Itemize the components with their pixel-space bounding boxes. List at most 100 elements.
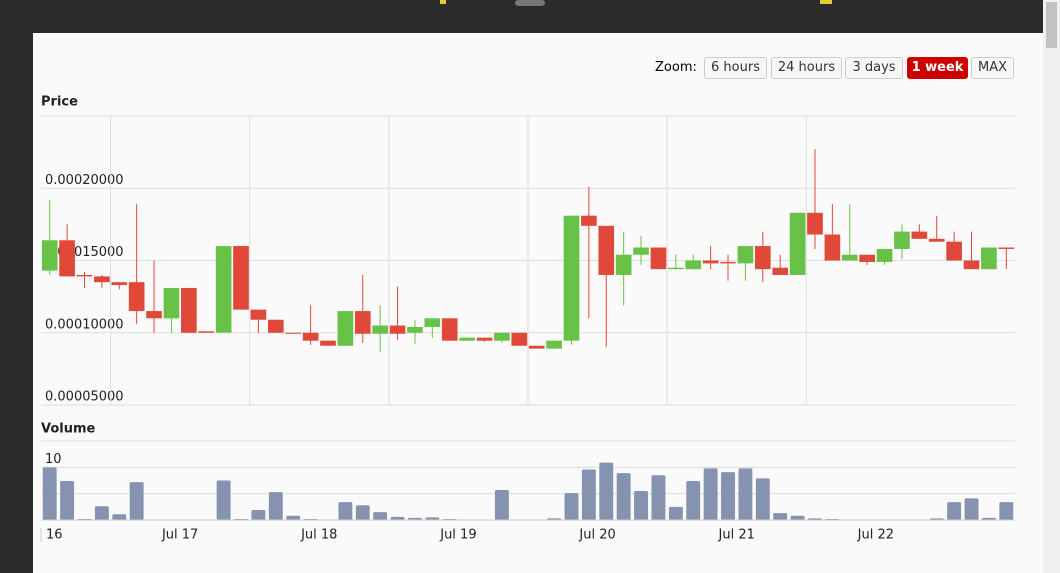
chart-panel	[33, 33, 1043, 573]
candle-body	[476, 337, 493, 341]
volume-bar	[564, 493, 579, 520]
candle-body	[76, 274, 93, 277]
volume-bar	[425, 517, 440, 520]
candle-body	[963, 260, 980, 270]
candle-body	[215, 246, 232, 333]
volume-bar	[616, 473, 631, 520]
candle-body	[354, 311, 371, 334]
zoom-button[interactable]: MAX	[971, 57, 1014, 79]
volume-bar	[651, 475, 666, 520]
candle-body	[894, 231, 910, 249]
candle-body	[337, 311, 354, 346]
volume-bar	[790, 515, 805, 520]
candle-body	[407, 326, 423, 333]
candle-body	[737, 246, 754, 264]
x-tick-label: Jul 20	[578, 528, 615, 543]
candle-body	[511, 332, 528, 346]
candle-body	[911, 231, 928, 239]
candle-body	[598, 225, 615, 275]
candle-body	[94, 276, 110, 283]
zoom-button[interactable]: 24 hours	[771, 57, 842, 79]
volume-bar	[634, 491, 649, 520]
volume-bar	[216, 480, 231, 520]
x-tick-label: 16	[46, 528, 63, 543]
candle-body	[824, 234, 841, 261]
volume-bar	[390, 516, 405, 520]
volume-bar	[286, 515, 301, 520]
candle-body	[285, 332, 302, 334]
x-tick-label: Jul 17	[161, 528, 198, 543]
candle-body	[528, 345, 545, 349]
candle-body	[146, 311, 162, 319]
price-title: Price	[41, 95, 78, 110]
x-tick-label: Jul 21	[718, 528, 755, 543]
volume-bar	[373, 512, 388, 520]
volume-bar	[755, 478, 770, 520]
x-tick-label: Jul 22	[857, 528, 894, 543]
top-decoration	[820, 0, 832, 4]
candle-body	[59, 240, 75, 277]
x-tick-label: Jul 18	[300, 528, 337, 543]
zoom-button[interactable]: 1 week	[907, 57, 968, 79]
volume-bar	[668, 506, 683, 520]
candle-body	[111, 282, 128, 286]
candle-body	[633, 247, 649, 255]
candle-body	[772, 267, 789, 275]
top-decoration	[440, 0, 446, 4]
volume-bar	[407, 517, 422, 520]
candle-body	[998, 247, 1015, 249]
y-tick-label: 0.00020000	[45, 173, 124, 188]
candle-body	[754, 246, 771, 270]
candle-body	[946, 241, 962, 261]
candle-body	[650, 247, 667, 270]
zoom-label: Zoom:	[655, 60, 697, 75]
candle-body	[441, 318, 458, 341]
volume-title: Volume	[41, 422, 96, 437]
candle-body	[789, 212, 806, 275]
candle-body	[581, 215, 597, 226]
volume-bar	[112, 514, 127, 520]
zoom-button[interactable]: 3 days	[845, 57, 903, 79]
scrollbar[interactable]	[1043, 0, 1060, 573]
volume-bar	[129, 482, 144, 520]
candle-body	[859, 254, 875, 262]
zoom-button[interactable]: 6 hours	[704, 57, 767, 79]
candle-body	[181, 287, 197, 333]
candle-body	[494, 332, 510, 341]
volume-bar	[338, 502, 353, 520]
y-tick-label: 0.00005000	[45, 390, 124, 405]
candle-body	[198, 331, 215, 333]
volume-bar	[686, 481, 701, 520]
volume-bar	[251, 509, 266, 520]
y-tick-label: 10	[45, 452, 62, 467]
candle-body	[459, 337, 475, 341]
volume-bar	[599, 462, 614, 520]
volume-bar	[738, 468, 753, 520]
volume-bar	[999, 502, 1014, 520]
y-tick-label: 0.00010000	[45, 317, 124, 332]
candle-body	[372, 325, 388, 334]
candle-body	[668, 267, 684, 270]
candle-body	[563, 215, 580, 341]
volume-bar	[947, 502, 962, 520]
x-tick-label: Jul 19	[439, 528, 476, 543]
candle-body	[267, 319, 284, 333]
candle-body	[615, 254, 632, 275]
scroll-thumb[interactable]	[1046, 2, 1057, 48]
volume-bar	[60, 481, 75, 520]
candle-body	[546, 340, 562, 349]
volume-bar	[42, 467, 57, 520]
candle-body	[233, 246, 249, 310]
candle-body	[685, 260, 702, 270]
candle-body	[702, 260, 719, 264]
candle-body	[720, 261, 736, 264]
candle-body	[981, 247, 997, 270]
candle-body	[928, 238, 945, 242]
candle-body	[41, 240, 58, 271]
candle-body	[424, 318, 441, 327]
candle-body	[302, 332, 319, 341]
candle-body	[807, 212, 823, 235]
volume-bar	[964, 498, 979, 520]
